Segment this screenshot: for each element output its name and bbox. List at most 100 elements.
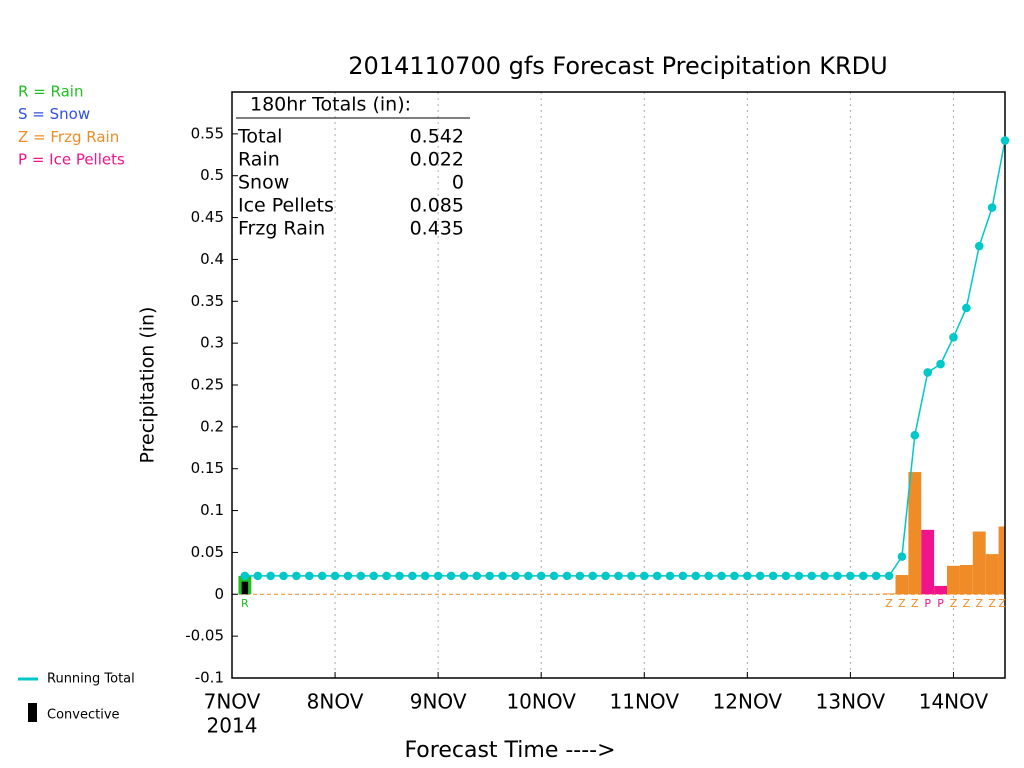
- running-total-point: [794, 571, 804, 581]
- precip-bar: [985, 554, 999, 595]
- running-total-point: [755, 571, 765, 581]
- running-total-point: [305, 571, 314, 581]
- precip-type-label: Z: [885, 597, 893, 610]
- running-total-point: [936, 359, 945, 369]
- running-total-point: [485, 571, 494, 581]
- precip-type-label: Z: [988, 597, 996, 610]
- running-total-point: [923, 368, 932, 377]
- running-total-point: [240, 571, 250, 581]
- running-total-point: [949, 332, 958, 342]
- running-total-point: [768, 571, 778, 581]
- running-total-point: [820, 571, 829, 581]
- y-tick-label: 0.15: [191, 459, 224, 477]
- running-total-point: [871, 571, 881, 581]
- precip-type-label: Z: [950, 597, 958, 610]
- x-axis-label: Forecast Time ---->: [404, 738, 615, 763]
- running-total-point: [330, 571, 340, 581]
- running-total-point: [884, 571, 894, 581]
- precip-bar: [972, 531, 986, 595]
- running-total-point: [614, 571, 623, 581]
- precip-type-label: Z: [911, 597, 919, 610]
- running-total-point: [639, 571, 649, 581]
- y-tick-label: 0.4: [200, 250, 224, 268]
- running-total-point: [717, 571, 726, 581]
- running-total-point: [395, 571, 404, 581]
- y-tick-label: 0.35: [191, 292, 224, 310]
- y-tick-label: 0.05: [191, 543, 224, 561]
- running-total-point: [549, 571, 559, 581]
- running-total-point: [781, 571, 791, 581]
- y-tick-label: 0.25: [191, 376, 224, 394]
- precip-bar: [921, 529, 935, 595]
- y-tick-label: 0.3: [200, 334, 224, 352]
- running-total-point: [1000, 136, 1010, 145]
- running-total-point: [343, 571, 353, 581]
- totals-label: Rain: [238, 149, 280, 171]
- running-total-point: [292, 571, 301, 581]
- legend-entry: Running Total: [47, 672, 135, 687]
- running-total-point: [369, 571, 379, 581]
- running-total-point: [897, 552, 907, 561]
- x-tick-label: 7NOV: [204, 690, 261, 714]
- precip-bar: [895, 575, 909, 595]
- y-tick-label: 0.5: [200, 166, 224, 184]
- running-total-point: [652, 571, 662, 581]
- running-total-point: [279, 571, 288, 581]
- precip-bar: [959, 564, 973, 595]
- y-tick-label: 0.55: [191, 124, 224, 142]
- totals-value: 0: [452, 172, 464, 194]
- convective-bar: [241, 581, 249, 595]
- running-total-point: [562, 571, 572, 581]
- running-total-point: [446, 571, 456, 581]
- y-tick-label: 0.1: [200, 501, 224, 519]
- plot-frame: [231, 91, 1006, 679]
- precip-type-label: R: [241, 597, 249, 610]
- running-total-point: [730, 571, 739, 581]
- running-total-point: [858, 571, 868, 581]
- precip-type-label: P: [937, 597, 944, 610]
- y-tick-label: -0.1: [195, 669, 224, 687]
- running-total-point: [266, 571, 275, 581]
- running-total-point: [807, 571, 817, 581]
- running-total-point: [833, 571, 842, 581]
- precip-type-label: Z: [898, 597, 906, 610]
- running-total-point: [910, 430, 920, 440]
- y-tick-label: 0.2: [200, 417, 224, 435]
- running-total-point: [408, 571, 417, 581]
- precip-bar: [947, 565, 960, 595]
- running-total-point: [588, 571, 598, 581]
- running-total-line: [244, 140, 1005, 577]
- running-total-point: [987, 203, 997, 212]
- running-total-point: [704, 571, 713, 581]
- year-label: 2014: [207, 714, 258, 738]
- running-total-point: [317, 571, 327, 581]
- running-total-point: [974, 241, 984, 251]
- running-total-point: [459, 571, 469, 581]
- precip-type-label: Z: [998, 597, 1006, 610]
- precip-type-label: Z: [963, 597, 971, 610]
- running-total-point: [433, 571, 443, 581]
- totals-value: 0.022: [410, 149, 464, 171]
- chart-title: 2014110700 gfs Forecast Precipitation KR…: [348, 52, 887, 80]
- running-total-point: [511, 571, 520, 581]
- legend-entry: Z = Frzg Rain: [18, 128, 119, 146]
- running-total-point: [253, 571, 263, 581]
- running-total-point: [498, 571, 507, 581]
- precip-bar: [998, 526, 1005, 595]
- running-total-point: [627, 571, 636, 581]
- y-tick-label: 0: [214, 585, 224, 603]
- x-tick-label: 8NOV: [307, 690, 364, 714]
- precip-bar: [934, 585, 948, 595]
- running-total-point: [382, 571, 391, 581]
- plot-area: [232, 92, 1005, 678]
- x-tick-label: 12NOV: [713, 690, 783, 714]
- totals-value: 0.085: [410, 195, 464, 217]
- x-tick-label: 9NOV: [410, 690, 467, 714]
- legend-bar-swatch: [28, 703, 37, 722]
- running-total-point: [575, 571, 585, 581]
- x-tick-label: 11NOV: [610, 690, 680, 714]
- running-total-point: [356, 571, 366, 581]
- legend-entry: S = Snow: [18, 105, 90, 123]
